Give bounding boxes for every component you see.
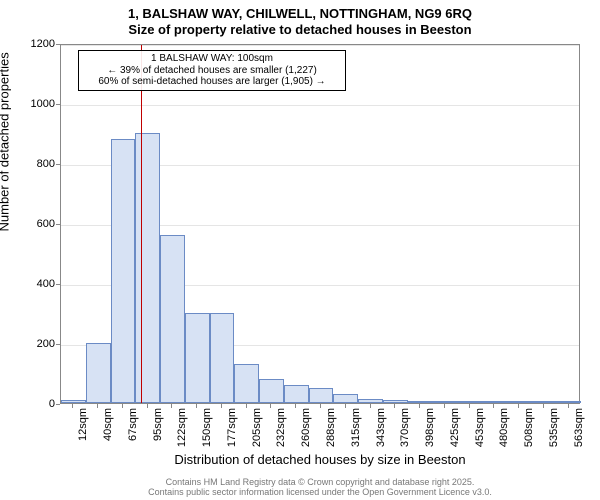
x-tick-label: 95sqm <box>152 408 164 452</box>
x-tick-label: 150sqm <box>201 408 213 452</box>
x-tick-label: 343sqm <box>375 408 387 452</box>
y-tick-label: 800 <box>5 158 55 170</box>
gridline <box>61 105 579 106</box>
histogram-bar <box>284 385 309 403</box>
x-tick-label: 480sqm <box>498 408 510 452</box>
x-tick-label: 315sqm <box>350 408 362 452</box>
x-tick-mark <box>221 404 222 408</box>
x-tick-mark <box>469 404 470 408</box>
x-tick-mark <box>370 404 371 408</box>
x-tick-mark <box>320 404 321 408</box>
histogram-bar <box>210 313 235 403</box>
histogram-bar <box>259 379 284 403</box>
footer-attribution: Contains HM Land Registry data © Crown c… <box>60 478 580 498</box>
histogram-bar <box>160 235 185 403</box>
y-tick-label: 1200 <box>5 38 55 50</box>
y-tick-mark <box>56 404 60 405</box>
y-axis-title: Number of detached properties <box>0 0 12 142</box>
x-tick-mark <box>295 404 296 408</box>
x-tick-label: 67sqm <box>127 408 139 452</box>
x-tick-mark <box>543 404 544 408</box>
histogram-bar <box>457 401 482 403</box>
chart-title-subtitle: Size of property relative to detached ho… <box>0 22 600 37</box>
histogram-bar <box>61 400 86 403</box>
y-tick-label: 0 <box>5 398 55 410</box>
annotation-line2: ← 39% of detached houses are smaller (1,… <box>83 65 341 77</box>
x-tick-mark <box>444 404 445 408</box>
x-tick-mark <box>97 404 98 408</box>
histogram-bar <box>234 364 259 403</box>
x-axis-title: Distribution of detached houses by size … <box>60 452 580 467</box>
x-tick-label: 177sqm <box>226 408 238 452</box>
x-tick-label: 535sqm <box>548 408 560 452</box>
x-tick-mark <box>147 404 148 408</box>
histogram-bar <box>383 400 408 403</box>
x-tick-mark <box>196 404 197 408</box>
y-tick-label: 1000 <box>5 98 55 110</box>
y-tick-label: 400 <box>5 278 55 290</box>
x-tick-label: 453sqm <box>474 408 486 452</box>
x-tick-label: 563sqm <box>573 408 585 452</box>
histogram-bar <box>86 343 111 403</box>
histogram-bar <box>358 399 383 404</box>
x-tick-mark <box>246 404 247 408</box>
histogram-bar <box>432 401 457 403</box>
footer-line2: Contains public sector information licen… <box>60 488 580 498</box>
histogram-bar <box>556 401 581 403</box>
x-tick-label: 288sqm <box>325 408 337 452</box>
x-tick-mark <box>72 404 73 408</box>
x-tick-label: 398sqm <box>424 408 436 452</box>
histogram-bar <box>531 401 556 403</box>
y-tick-label: 200 <box>5 338 55 350</box>
property-size-chart: 1, BALSHAW WAY, CHILWELL, NOTTINGHAM, NG… <box>0 0 600 500</box>
histogram-bar <box>309 388 334 403</box>
histogram-bar <box>408 401 433 403</box>
chart-title-address: 1, BALSHAW WAY, CHILWELL, NOTTINGHAM, NG… <box>0 6 600 21</box>
x-tick-label: 370sqm <box>399 408 411 452</box>
histogram-bar <box>482 401 507 403</box>
x-tick-label: 122sqm <box>176 408 188 452</box>
y-tick-label: 600 <box>5 218 55 230</box>
plot-area <box>60 44 580 404</box>
x-tick-label: 260sqm <box>300 408 312 452</box>
x-tick-mark <box>171 404 172 408</box>
gridline <box>61 45 579 46</box>
histogram-bar <box>111 139 136 403</box>
annotation-line1: 1 BALSHAW WAY: 100sqm <box>83 53 341 65</box>
x-tick-mark <box>345 404 346 408</box>
x-tick-mark <box>518 404 519 408</box>
histogram-bar <box>135 133 160 403</box>
x-tick-mark <box>493 404 494 408</box>
x-tick-mark <box>568 404 569 408</box>
histogram-bar <box>185 313 210 403</box>
marker-line <box>141 45 142 403</box>
x-tick-label: 425sqm <box>449 408 461 452</box>
x-tick-label: 12sqm <box>77 408 89 452</box>
x-tick-mark <box>270 404 271 408</box>
x-tick-label: 40sqm <box>102 408 114 452</box>
annotation-box: 1 BALSHAW WAY: 100sqm ← 39% of detached … <box>78 50 346 91</box>
x-tick-label: 232sqm <box>275 408 287 452</box>
x-tick-label: 508sqm <box>523 408 535 452</box>
histogram-bar <box>507 401 532 403</box>
x-tick-mark <box>394 404 395 408</box>
histogram-bar <box>333 394 358 403</box>
annotation-line3: 60% of semi-detached houses are larger (… <box>83 76 341 88</box>
x-tick-mark <box>122 404 123 408</box>
x-tick-label: 205sqm <box>251 408 263 452</box>
x-tick-mark <box>419 404 420 408</box>
